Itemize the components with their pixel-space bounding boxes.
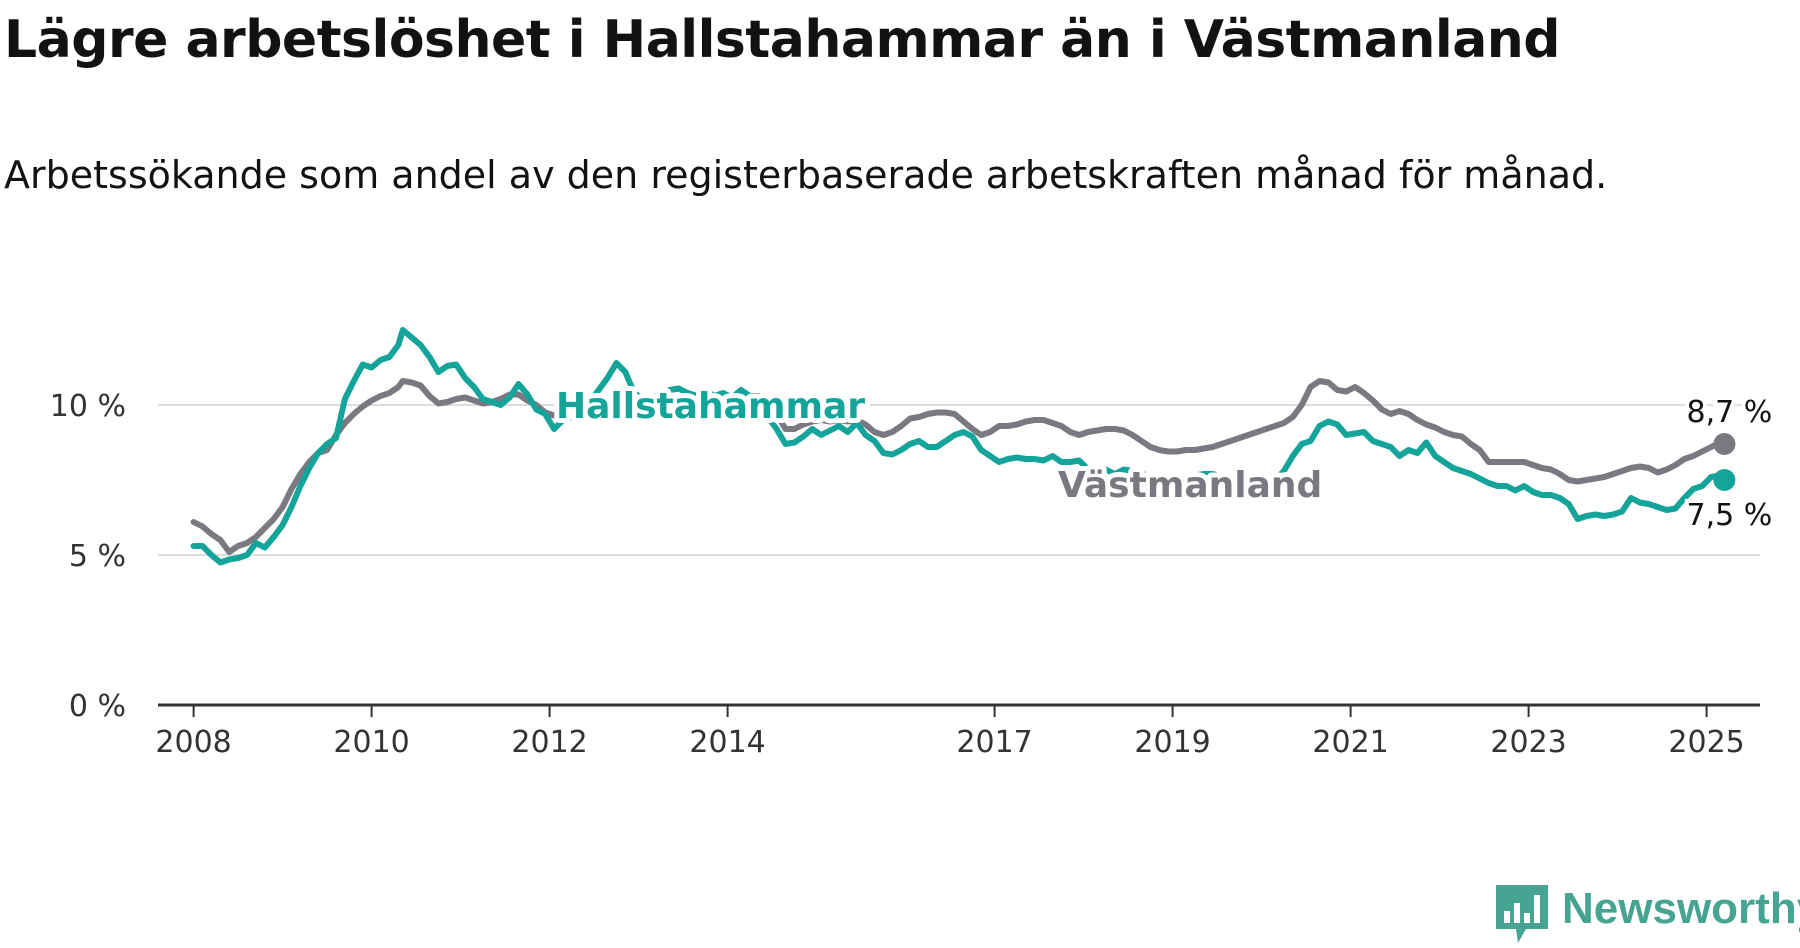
x-tick-label: 2010	[333, 725, 409, 760]
x-tick-label: 2017	[956, 725, 1032, 760]
chart-subtitle: Arbetssökande som andel av den registerb…	[4, 153, 1608, 197]
newsworthy-logo-icon[interactable]	[1492, 883, 1552, 947]
series-labels: Hallstahammar Västmanland 8,7 % 7,5 %	[551, 381, 1776, 537]
end-label-hallstahammar: 7,5 %	[1687, 498, 1773, 533]
x-tick-label: 2008	[155, 725, 231, 760]
gridlines	[158, 404, 1760, 556]
x-tick-label: 2012	[511, 725, 587, 760]
x-axis: 2008 2010 2012 2014 2017 2019 2021 2023 2025	[155, 703, 1760, 760]
end-label-vastmanland: 8,7 %	[1687, 395, 1773, 430]
series-line-hallstahammar	[190, 327, 1728, 566]
series-line-vastmanland	[190, 378, 1728, 555]
x-tick-label: 2014	[689, 725, 765, 760]
x-tick-label: 2021	[1312, 725, 1388, 760]
x-tick-label: 2025	[1668, 725, 1744, 760]
y-tick-label: 10 %	[50, 389, 126, 424]
chart-title: Lägre arbetslöshet i Hallstahammar än i …	[4, 10, 1561, 70]
end-point-vastmanland	[1713, 433, 1736, 455]
series-label-hallstahammar: Hallstahammar	[556, 386, 865, 427]
x-tick-label: 2023	[1490, 725, 1566, 760]
y-axis-ticks: 0 % 5 % 10 %	[50, 389, 126, 724]
end-point-hallstahammar	[1713, 469, 1736, 491]
x-tick-label: 2019	[1134, 725, 1210, 760]
series-label-vastmanland: Västmanland	[1058, 465, 1322, 506]
y-tick-label: 5 %	[69, 539, 126, 574]
series-lines	[190, 327, 1736, 566]
y-tick-label: 0 %	[69, 689, 126, 724]
line-chart: 0 %5 %10 % 2008 2010 2012 2014 2017 2019 2021 2…	[49, 327, 1776, 760]
brand-name[interactable]: Newsworthy	[1562, 884, 1800, 933]
